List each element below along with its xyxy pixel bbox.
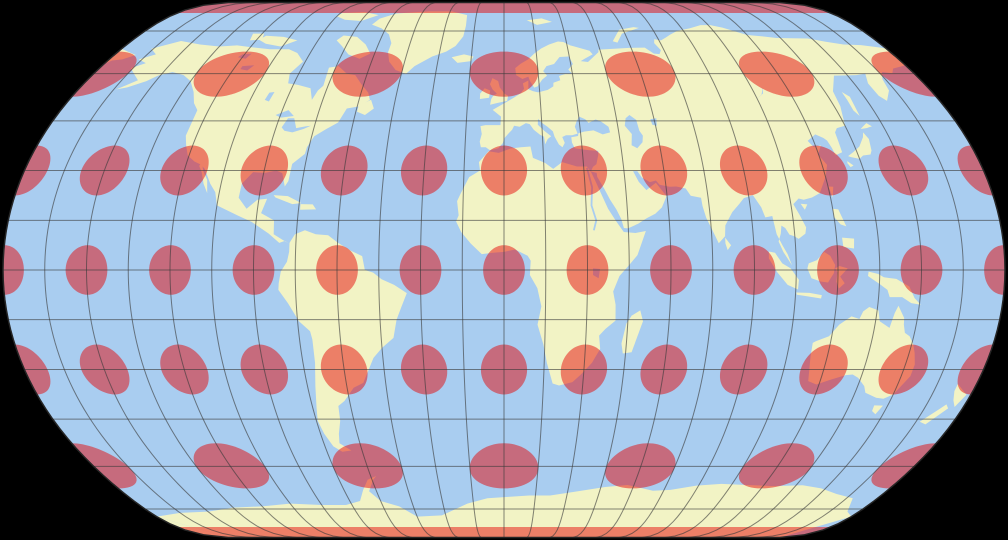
lake-lake-winnipeg [264,92,275,102]
lake-great-bear-lake [237,53,252,59]
meridian--105 [211,2,344,538]
land-sri-lanka [725,237,732,251]
land-ireland [479,88,491,99]
land-honshu [848,132,872,159]
land-newfoundland [357,99,374,116]
meridian-15 [526,2,547,538]
land-south-america [278,230,407,452]
lake-lake-victoria [593,268,601,279]
meridian-90 [641,2,756,538]
land-tasmania [872,405,883,415]
rivers-layer [586,167,598,231]
land-hainan [800,203,808,210]
land-cuba [273,195,302,205]
land-sakhalin [841,92,860,116]
tissot-circle-lat-60-lon60 [605,443,676,489]
meridian--60 [336,2,413,538]
meridian--90 [252,2,367,538]
river-nile [586,167,598,231]
meridian-150 [733,2,923,538]
land-java [796,292,822,299]
meridian-135 [710,2,881,538]
meridian-120 [687,2,839,538]
tissot-circle-lat60-lon60 [605,51,676,97]
land-ellesmere-island [336,12,379,21]
lakes-layer [237,53,764,279]
land-kyushu [847,161,854,168]
land-baja-california [199,162,208,194]
tissot-circle-lat-60-lon-120 [193,443,270,489]
land-baffin-island [336,35,371,59]
land-svalbard [526,18,552,25]
land-iceland [451,54,474,63]
land-australia [808,305,915,399]
land-taiwan [828,186,834,198]
land-mindanao [842,237,855,249]
tissot-circle-lat-60-lon120 [738,443,815,489]
landmasses-layer [2,11,967,538]
meridian--150 [85,2,275,538]
meridian-165 [756,2,964,538]
land-hispaniola [300,204,317,210]
tissot-circle-lat-60-lon-60 [332,443,403,489]
land-borneo [807,251,836,283]
meridian-75 [618,2,714,538]
meridian-30 [549,2,589,538]
tissot-circle-lat0-lon180 [984,245,1006,295]
tissot-circle-lat0-lon-180 [2,245,24,295]
meridian--30 [419,2,459,538]
tissot-circle-lat60-lon-60 [332,51,403,97]
land-new-zealand-north [953,383,967,407]
meridian--165 [44,2,252,538]
lake-lower-great-lakes [281,118,311,133]
meridian-60 [595,2,672,538]
land-hokkaido [860,123,872,130]
tissot-circle-lat60-lon-120 [193,51,270,97]
land-luzon [832,208,847,227]
meridian--45 [378,2,436,538]
meridian--75 [294,2,390,538]
land-antarctica [156,475,853,538]
meridian-105 [664,2,797,538]
meridian--15 [461,2,482,538]
lake-caspian-sea [624,115,643,149]
land-eurasia [479,25,916,266]
land-greenland [372,11,468,74]
tissot-circle-lat60-lon120 [738,51,815,97]
land-new-guinea [868,271,921,305]
land-victoria-island [258,35,298,47]
meridian--120 [169,2,321,538]
meridian--135 [127,2,298,538]
lake-great-slave-lake [240,65,255,71]
meridian-45 [572,2,630,538]
land-north-america [116,40,370,244]
